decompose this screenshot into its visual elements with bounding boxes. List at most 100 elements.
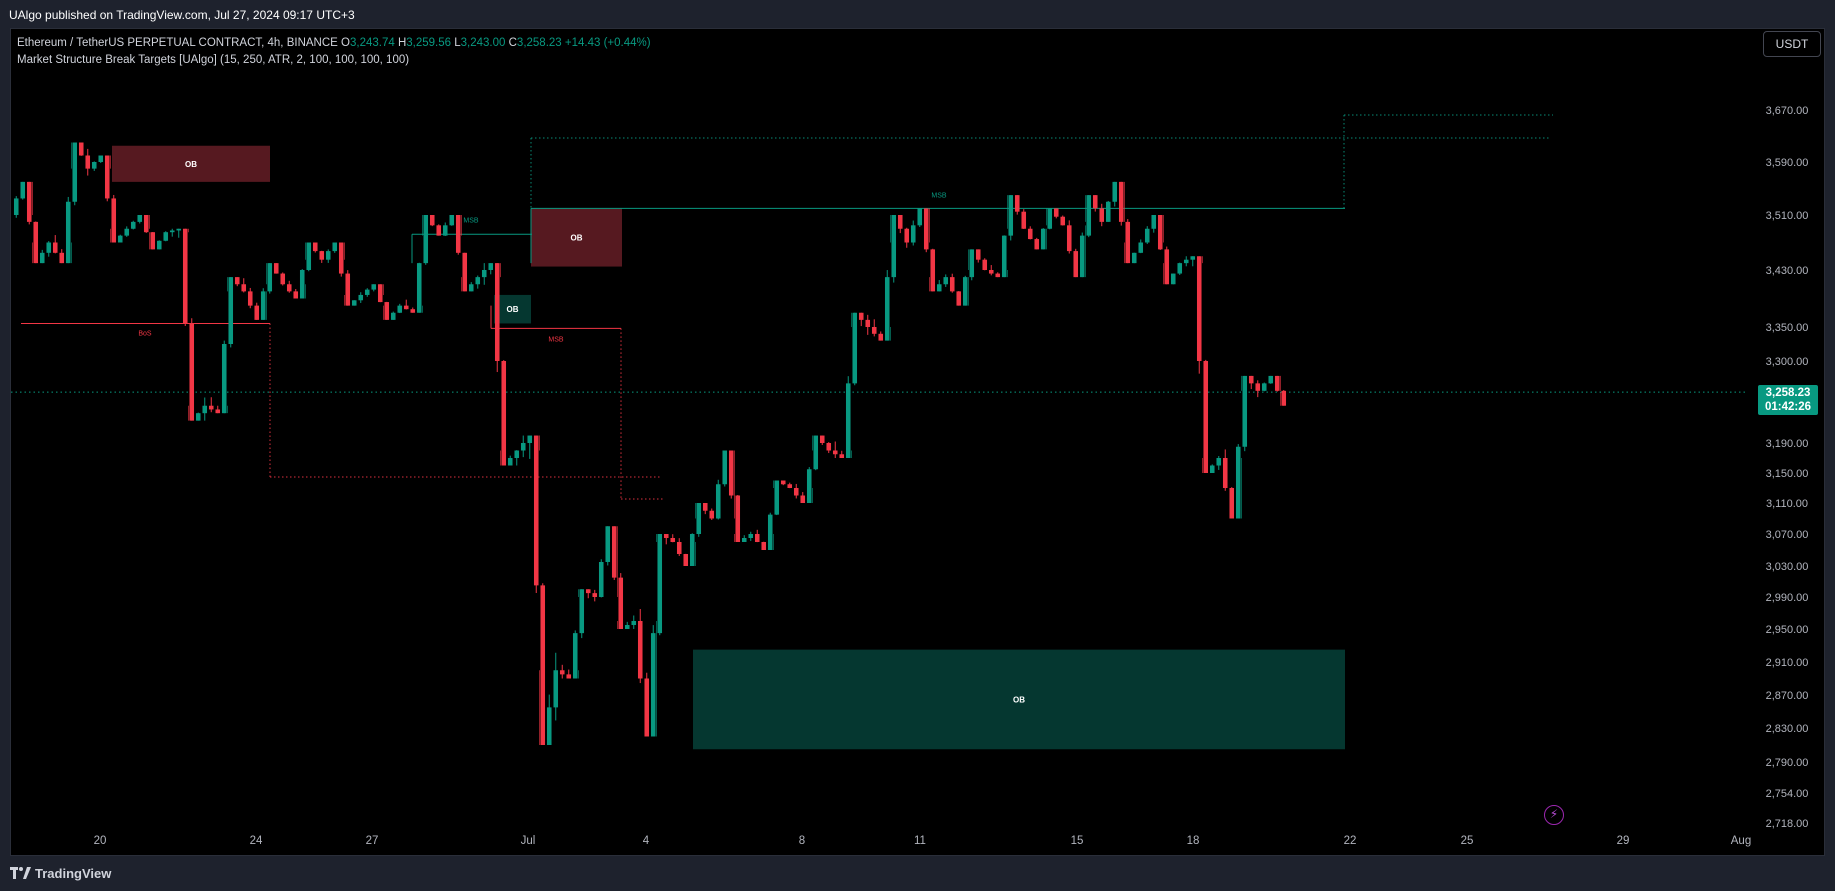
y-tick-label: 3,110.00 <box>1766 498 1808 510</box>
candle-body <box>150 232 156 250</box>
candle-body <box>546 707 552 745</box>
candle-body <box>1222 458 1228 488</box>
x-tick-label: 29 <box>1617 835 1630 847</box>
candle-body <box>1034 239 1040 250</box>
candle-body <box>163 232 169 241</box>
candle-body <box>1105 201 1111 222</box>
candle-body <box>481 270 487 278</box>
candle-body <box>403 305 409 310</box>
candle-body <box>975 249 981 260</box>
candle-body <box>325 251 331 260</box>
candle-body <box>442 225 448 236</box>
candle-body <box>884 277 890 341</box>
candle-body <box>865 319 871 327</box>
candle-body <box>826 443 832 451</box>
candle-body <box>1235 446 1241 519</box>
tradingview-brand[interactable]: TradingView <box>10 866 111 881</box>
candle-body <box>969 249 975 278</box>
candle-body <box>897 215 903 229</box>
candle-body <box>982 259 988 270</box>
candle-body <box>104 155 110 199</box>
candle-body <box>923 208 929 250</box>
candle-body <box>358 294 364 301</box>
y-tick-label: 3,300.00 <box>1766 356 1809 368</box>
candle-body <box>182 228 188 324</box>
candle-body <box>1021 211 1027 229</box>
candle-body <box>722 450 728 485</box>
order-block-zone <box>494 294 531 324</box>
footer-bar <box>0 856 1835 891</box>
candle-body <box>1008 195 1014 236</box>
candle-body <box>852 312 858 384</box>
order-block-label: OB <box>1013 695 1025 704</box>
candle-body <box>676 542 682 554</box>
candle-body <box>377 284 383 303</box>
candle-body <box>683 554 689 566</box>
candle-body <box>260 291 266 320</box>
candle-body <box>1170 273 1176 285</box>
open-label: O <box>341 37 350 49</box>
candle-body <box>761 542 767 550</box>
candle-body <box>644 678 650 737</box>
candle-body <box>774 480 780 515</box>
symbol-line: Ethereum / TetherUS PERPETUAL CONTRACT, … <box>17 35 651 52</box>
structure-label: BoS <box>138 330 152 337</box>
candle-body <box>488 263 494 270</box>
candle-body <box>813 435 819 470</box>
y-tick-label: 2,718.00 <box>1766 818 1809 830</box>
lightning-icon[interactable]: ⚡ <box>1544 805 1564 825</box>
candle-body <box>384 302 390 320</box>
candle-body <box>1151 215 1157 229</box>
candle-body <box>618 577 624 629</box>
candle-body <box>390 312 396 320</box>
candle-body <box>611 526 617 578</box>
candle-body <box>91 162 97 169</box>
indicator-line[interactable]: Market Structure Break Targets [UAlgo] (… <box>17 54 410 66</box>
candle-body <box>566 674 572 679</box>
candle-body <box>208 405 214 410</box>
candle-body <box>858 312 864 320</box>
candle-body <box>429 215 435 226</box>
last-price-badge: 3,258.23 01:42:26 <box>1758 385 1818 415</box>
candle-body <box>1086 195 1092 236</box>
candle-body <box>33 221 39 264</box>
candle-body <box>995 273 1001 278</box>
candle-body <box>117 235 123 243</box>
candle-body <box>780 480 786 485</box>
y-tick-label: 2,830.00 <box>1766 723 1809 735</box>
candle-body <box>273 263 279 274</box>
candle-body <box>397 305 403 313</box>
candle-body <box>319 251 325 260</box>
candle-body <box>754 534 760 542</box>
candle-body <box>1203 361 1209 473</box>
candle-body <box>871 327 877 334</box>
x-tick-label: 20 <box>94 835 107 847</box>
last-price-value: 3,258.23 <box>1765 387 1811 399</box>
currency-button[interactable]: USDT <box>1763 31 1821 57</box>
candle-body <box>670 538 676 542</box>
candle-body <box>572 633 578 679</box>
y-tick-label: 2,910.00 <box>1766 657 1809 669</box>
candle-body <box>1196 256 1202 361</box>
candle-body <box>1001 235 1007 278</box>
candle-body <box>1183 259 1189 264</box>
candle-body <box>663 534 669 538</box>
candle-body <box>1268 375 1274 384</box>
candle-body <box>949 277 955 292</box>
candle-body <box>1066 225 1072 252</box>
candle-body <box>650 633 656 737</box>
open-value: 3,243.74 <box>349 37 395 49</box>
candle-body <box>1125 221 1131 264</box>
y-tick-label: 3,510.00 <box>1766 210 1809 222</box>
candle-body <box>455 215 461 253</box>
candle-body <box>1099 208 1105 222</box>
candle-body <box>1177 263 1183 274</box>
x-tick-label: 18 <box>1187 835 1200 847</box>
candle-body <box>806 469 812 503</box>
candle-body <box>78 142 84 156</box>
candle-body <box>956 291 962 306</box>
candle-body <box>559 670 565 675</box>
x-tick-label: 22 <box>1344 835 1357 847</box>
low-label: L <box>454 37 461 49</box>
